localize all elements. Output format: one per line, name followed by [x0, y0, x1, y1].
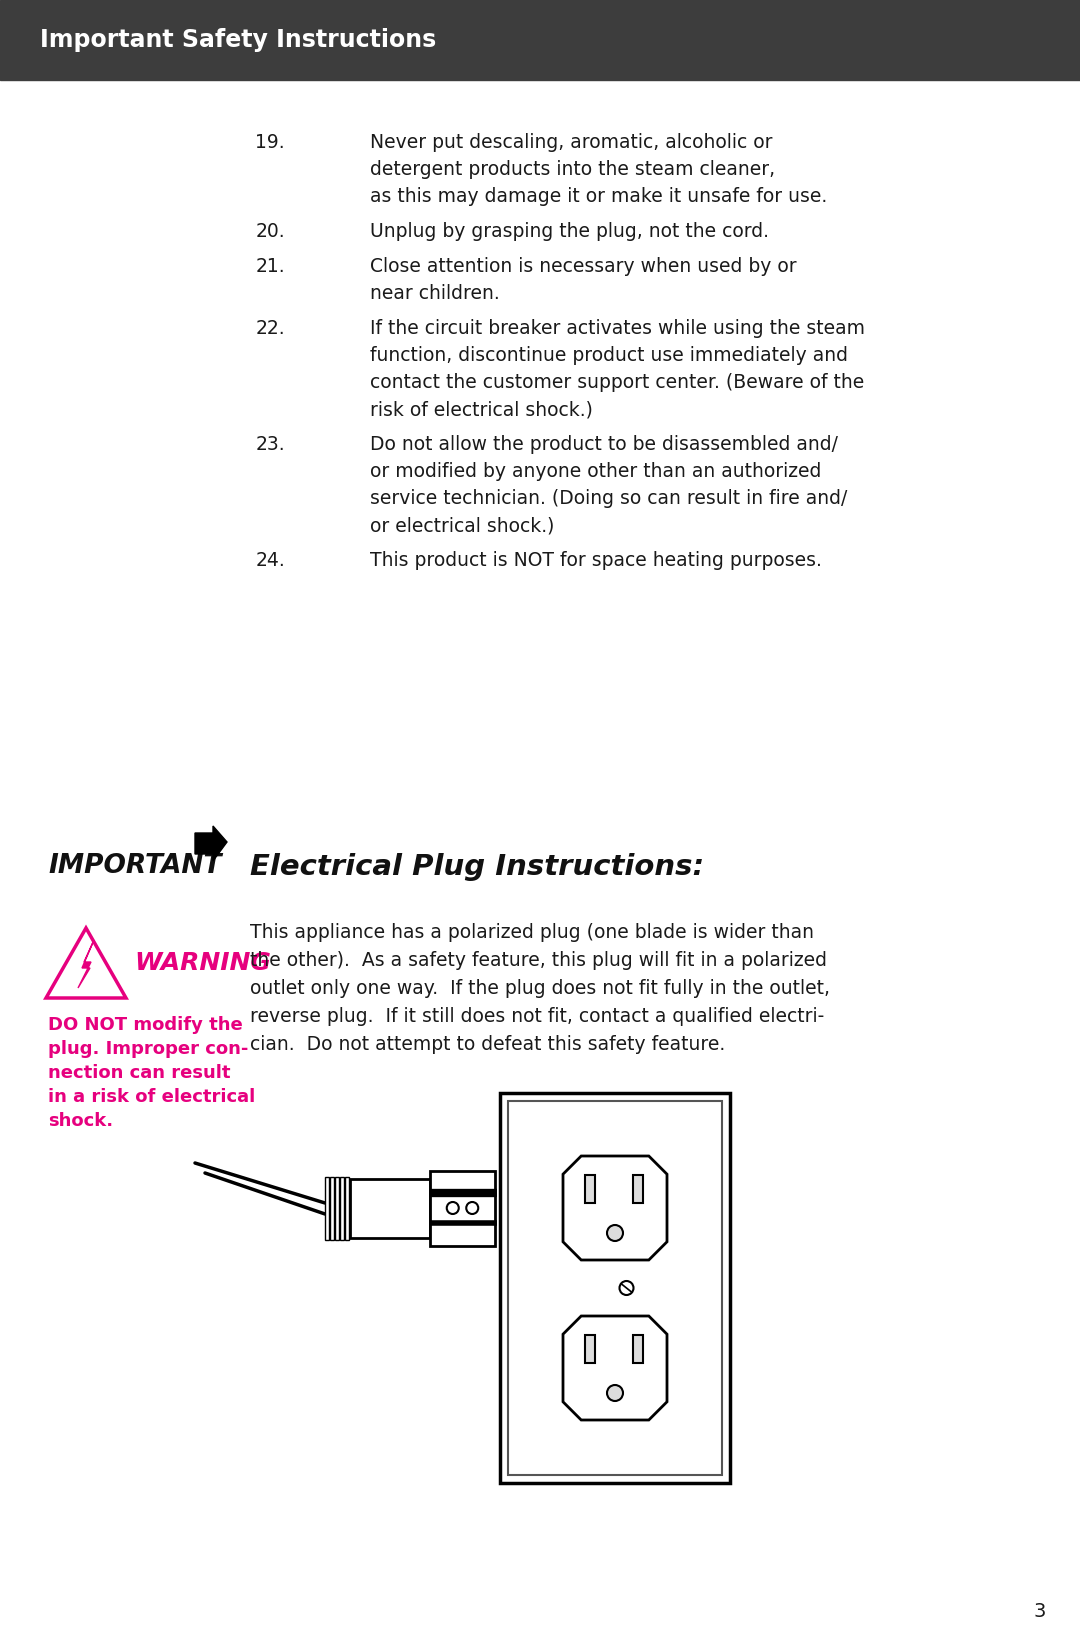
Text: 19.: 19.: [255, 133, 285, 153]
Text: IMPORTANT: IMPORTANT: [48, 853, 221, 879]
Text: in a risk of electrical: in a risk of electrical: [48, 1088, 255, 1106]
Bar: [345, 1176, 349, 1239]
Text: 20.: 20.: [255, 222, 285, 242]
Text: contact the customer support center. (Beware of the: contact the customer support center. (Be…: [370, 373, 864, 393]
Text: risk of electrical shock.): risk of electrical shock.): [370, 399, 593, 419]
Bar: [500, 1093, 730, 1484]
Text: 21.: 21.: [255, 256, 285, 276]
Bar: [508, 1101, 723, 1475]
Text: Close attention is necessary when used by or: Close attention is necessary when used b…: [370, 256, 797, 276]
Text: reverse plug.  If it still does not fit, contact a qualified electri-: reverse plug. If it still does not fit, …: [249, 1007, 824, 1025]
Bar: [330, 1176, 334, 1239]
Text: outlet only one way.  If the plug does not fit fully in the outlet,: outlet only one way. If the plug does no…: [249, 979, 831, 997]
Bar: [585, 1336, 595, 1364]
Text: shock.: shock.: [48, 1112, 113, 1130]
Bar: [325, 1176, 329, 1239]
Text: This appliance has a polarized plug (one blade is wider than: This appliance has a polarized plug (one…: [249, 923, 814, 941]
Text: plug. Improper con-: plug. Improper con-: [48, 1040, 248, 1058]
Text: near children.: near children.: [370, 284, 500, 302]
Circle shape: [607, 1226, 623, 1240]
Text: service technician. (Doing so can result in fire and/: service technician. (Doing so can result…: [370, 490, 848, 508]
Text: or electrical shock.): or electrical shock.): [370, 516, 554, 536]
Bar: [0, 0, 1080, 81]
Bar: [585, 1175, 595, 1203]
Text: cian.  Do not attempt to defeat this safety feature.: cian. Do not attempt to defeat this safe…: [249, 1035, 726, 1055]
Bar: [335, 1176, 339, 1239]
Text: 22.: 22.: [255, 319, 285, 338]
Text: 24.: 24.: [255, 550, 285, 570]
Text: the other).  As a safety feature, this plug will fit in a polarized: the other). As a safety feature, this pl…: [249, 951, 827, 969]
Polygon shape: [195, 826, 227, 861]
Bar: [350, 1178, 430, 1237]
Text: If the circuit breaker activates while using the steam: If the circuit breaker activates while u…: [370, 319, 865, 338]
Text: Do not allow the product to be disassembled and/: Do not allow the product to be disassemb…: [370, 435, 838, 453]
Bar: [340, 1176, 345, 1239]
Text: detergent products into the steam cleaner,: detergent products into the steam cleane…: [370, 159, 775, 179]
Text: Unplug by grasping the plug, not the cord.: Unplug by grasping the plug, not the cor…: [370, 222, 769, 242]
Text: Electrical Plug Instructions:: Electrical Plug Instructions:: [249, 853, 704, 881]
Bar: [633, 1336, 643, 1364]
Bar: [633, 1175, 643, 1203]
Text: Important Safety Instructions: Important Safety Instructions: [40, 28, 436, 53]
Text: 23.: 23.: [255, 435, 285, 453]
Text: WARNING: WARNING: [134, 951, 271, 974]
Text: This product is NOT for space heating purposes.: This product is NOT for space heating pu…: [370, 550, 822, 570]
Text: or modified by anyone other than an authorized: or modified by anyone other than an auth…: [370, 462, 822, 481]
Text: Never put descaling, aromatic, alcoholic or: Never put descaling, aromatic, alcoholic…: [370, 133, 772, 153]
Text: DO NOT modify the: DO NOT modify the: [48, 1015, 243, 1033]
Text: nection can result: nection can result: [48, 1065, 230, 1083]
Text: function, discontinue product use immediately and: function, discontinue product use immedi…: [370, 347, 848, 365]
Text: as this may damage it or make it unsafe for use.: as this may damage it or make it unsafe …: [370, 187, 827, 205]
Circle shape: [607, 1385, 623, 1401]
Bar: [430, 1170, 495, 1245]
Text: 3: 3: [1034, 1602, 1047, 1622]
Polygon shape: [78, 940, 94, 987]
